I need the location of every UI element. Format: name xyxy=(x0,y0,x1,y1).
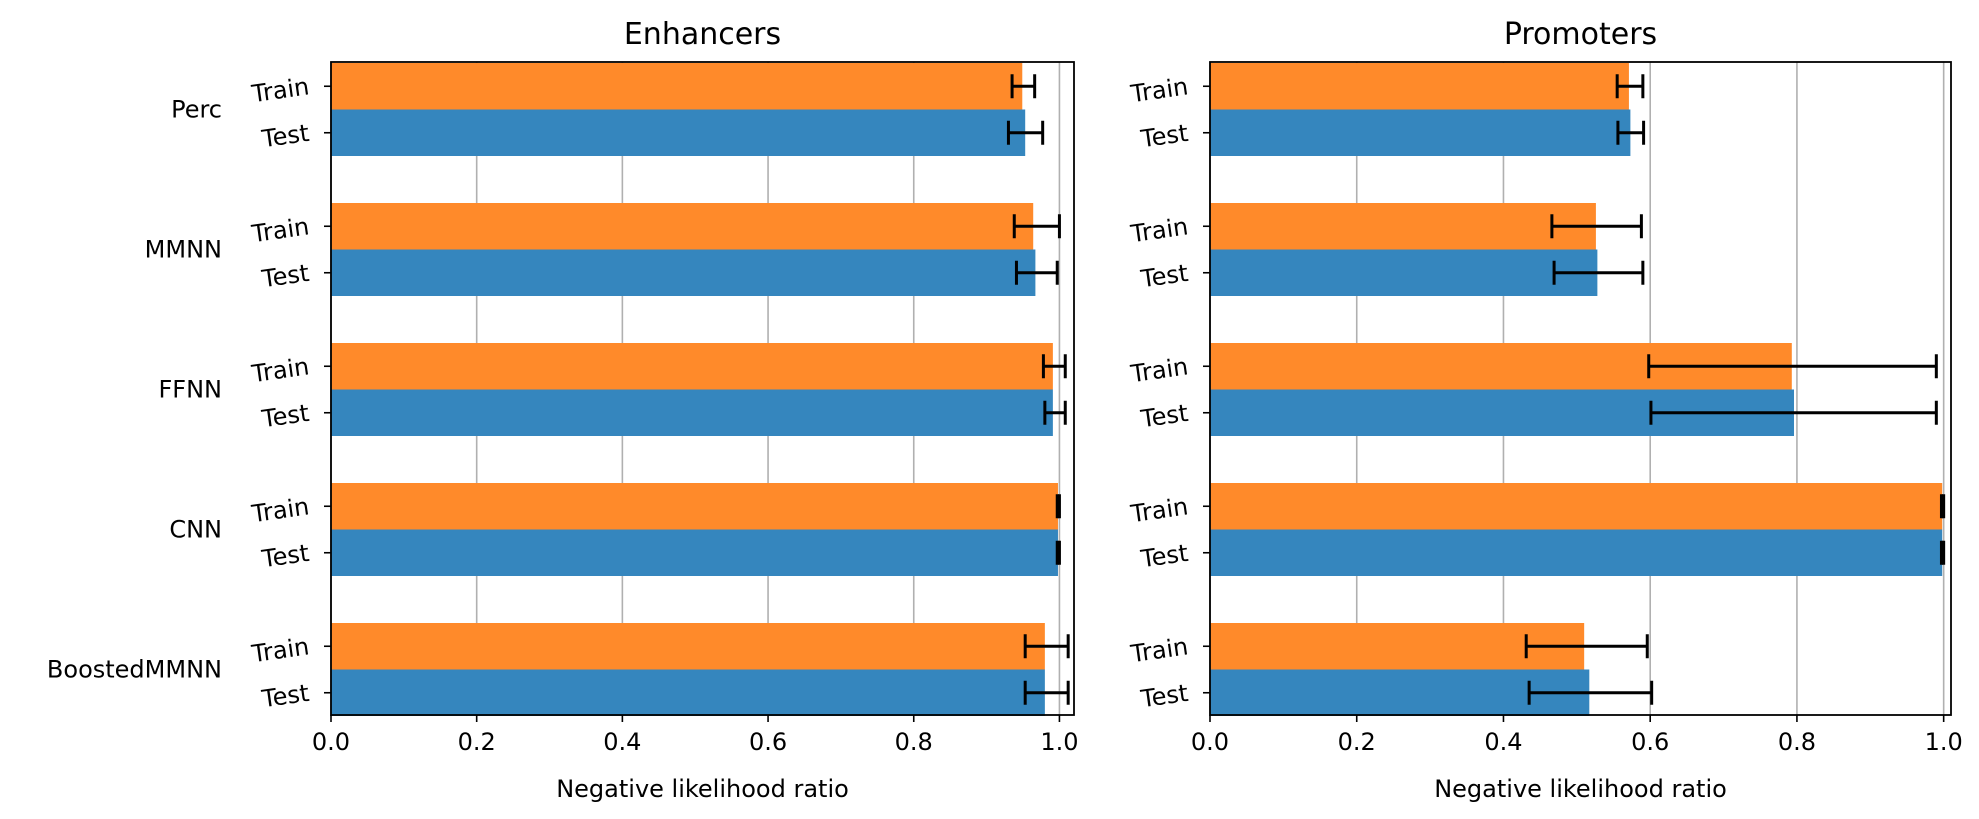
bar-label: Train xyxy=(1128,492,1190,528)
bar xyxy=(331,389,1053,436)
bar-label: Train xyxy=(249,632,311,668)
group-label: MMNN xyxy=(145,236,222,264)
chart-panel-1: Train Test Perc Train Test MMNN Train Test FFNN T… xyxy=(47,17,1079,803)
x-tick-label: 0.2 xyxy=(1338,728,1376,756)
bar-label: Train xyxy=(249,72,311,108)
bar xyxy=(331,109,1026,156)
x-tick-label: 1.0 xyxy=(1040,728,1078,756)
bar xyxy=(331,203,1034,250)
x-tick-label: 0.8 xyxy=(1778,728,1816,756)
bar-label: Train xyxy=(249,492,311,528)
x-tick-label: 0.2 xyxy=(458,728,496,756)
bar xyxy=(1210,63,1629,110)
panel-title: Enhancers xyxy=(624,17,781,52)
bar-label: Test xyxy=(1138,539,1190,573)
axes-frame xyxy=(330,61,1075,716)
bar xyxy=(331,249,1036,296)
x-tick-label: 0.4 xyxy=(603,728,641,756)
bar-label: Train xyxy=(249,212,311,248)
x-tick-label: 0.0 xyxy=(1191,728,1229,756)
x-axis-label: Negative likelihood ratio xyxy=(1434,775,1727,803)
bar-label: Train xyxy=(1128,212,1190,248)
bar xyxy=(331,343,1053,390)
bar-label: Test xyxy=(259,539,311,573)
bar xyxy=(1210,483,1943,530)
chart-panel-2: Train Test Train Test Train Test Train Test Trai… xyxy=(1128,17,1963,803)
bar-label: Test xyxy=(259,679,311,713)
panel-title: Promoters xyxy=(1504,17,1657,52)
bar-label: Test xyxy=(1138,259,1190,293)
bar-label: Test xyxy=(1138,119,1190,153)
bar-label: Train xyxy=(1128,352,1190,388)
bar-label: Test xyxy=(1138,399,1190,433)
group-label: BoostedMMNN xyxy=(47,656,222,684)
bar xyxy=(331,483,1058,530)
bar xyxy=(1210,109,1631,156)
axes-frame xyxy=(1209,61,1952,716)
bar xyxy=(331,529,1058,576)
bar xyxy=(1210,623,1585,670)
bar-label: Train xyxy=(249,352,311,388)
bar xyxy=(331,623,1045,670)
group-label: Perc xyxy=(171,96,222,124)
bar-label: Test xyxy=(259,259,311,293)
bar-label: Test xyxy=(259,399,311,433)
x-tick-label: 1.0 xyxy=(1925,728,1963,756)
bar-label: Train xyxy=(1128,632,1190,668)
bar xyxy=(1210,249,1598,296)
group-label: FFNN xyxy=(158,376,222,404)
x-tick-label: 0.6 xyxy=(749,728,787,756)
x-tick-label: 0.0 xyxy=(312,728,350,756)
group-label: CNN xyxy=(169,516,222,544)
bar xyxy=(1210,669,1590,716)
bar-label: Test xyxy=(259,119,311,153)
bar xyxy=(1210,529,1943,576)
bar-label: Test xyxy=(1138,679,1190,713)
bar xyxy=(1210,203,1596,250)
x-axis-label: Negative likelihood ratio xyxy=(556,775,849,803)
x-tick-label: 0.8 xyxy=(895,728,933,756)
x-tick-label: 0.6 xyxy=(1631,728,1669,756)
bar-label: Train xyxy=(1128,72,1190,108)
bar xyxy=(331,63,1023,110)
bar xyxy=(331,669,1045,716)
x-tick-label: 0.4 xyxy=(1484,728,1522,756)
